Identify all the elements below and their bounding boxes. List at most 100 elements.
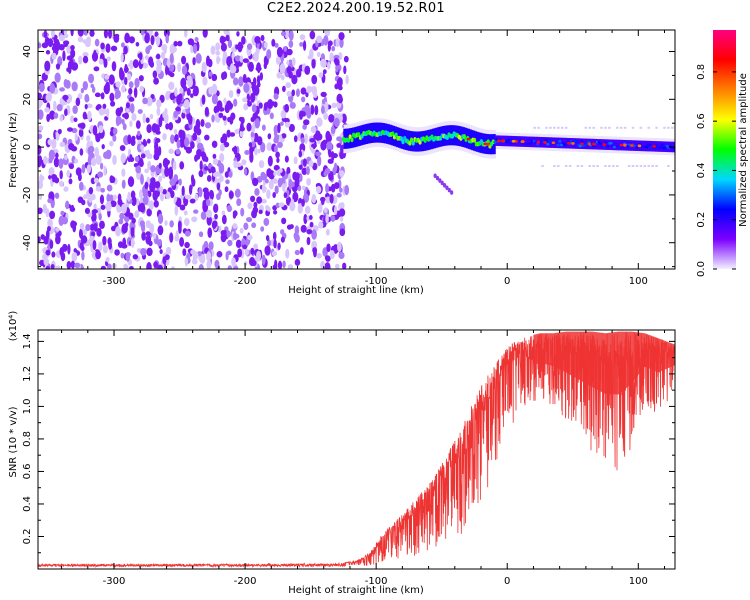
spectrogram-noise-blob [162,133,167,141]
spectrogram-noise-blob [333,117,340,128]
spectrogram-noise-blob [214,259,220,269]
spectrogram-noise-blob [315,185,322,194]
spectrogram-noise-blob [128,81,134,89]
spectrogram-noise-blob [220,233,227,243]
spectrogram-noise-blob [281,133,287,139]
spectrogram-noise-blob [84,103,88,110]
spectrogram-noise-blob [320,196,326,202]
spectrogram-noise-blob [193,85,199,97]
spectrogram-noise-blob [246,122,252,132]
spectrogram-noise-blob [80,87,85,94]
spectrogram-signal-core [621,146,625,149]
spectrogram-noise-blob [138,52,143,61]
spectrogram-noise-blob [247,202,253,210]
spectrogram-noise-blob [128,87,133,95]
spectrogram-x-tick-label: -100 [365,276,388,287]
spectrogram-noise-blob [238,116,244,122]
spectrogram-streak [433,173,437,179]
spectrogram-signal-peak [536,140,541,144]
spectrogram-noise-blob [81,250,85,261]
spectrogram-noise-blob [176,94,182,106]
spectrogram-sideband [631,126,635,129]
spectrogram-noise-blob [277,260,283,269]
spectrogram-noise-blob [183,217,190,227]
spectrogram-noise-blob [62,94,69,101]
spectrogram-noise-blob [276,157,280,163]
spectrogram-noise-blob [77,93,83,100]
spectrogram-noise-blob [73,248,78,253]
spectrogram-noise-blob [228,90,234,98]
spectrogram-noise-blob [67,243,71,255]
spectrogram-noise-blob [288,30,294,41]
spectrogram-x-tick-label: -300 [103,276,126,287]
spectrogram-noise-blob [236,198,242,207]
spectrogram-noise-blob [264,245,271,256]
spectrogram-noise-blob [66,45,72,54]
spectrogram-noise-blob [302,40,307,51]
spectrogram-noise-blob [314,105,319,116]
spectrogram-signal-core [612,145,616,149]
spectrogram-noise-blob [286,90,292,97]
spectrogram-sideband [580,165,584,168]
spectrogram-noise-blob [313,133,319,140]
spectrogram-sideband [604,126,607,129]
spectrogram-noise-blob [150,93,155,100]
spectrogram-noise-blob [273,145,278,153]
spectrogram-noise-blob [88,195,93,203]
spectrogram-noise-blob [55,63,61,70]
spectrogram-sideband [564,126,568,129]
spectrogram-noise-blob [150,35,155,46]
spectrogram-noise-blob [77,36,84,43]
spectrogram-noise-blob [275,151,280,159]
spectrogram-noise-blob [338,208,346,217]
spectrogram-noise-blob [130,238,135,248]
spectrogram-noise-blob [191,216,198,223]
spectrogram-noise-blob [303,119,310,126]
spectrogram-noise-blob [211,140,218,148]
spectrogram-noise-blob [116,116,122,125]
spectrogram-noise-blob [272,191,276,199]
spectrogram-noise-blob [241,35,246,45]
spectrogram-noise-blob [306,85,312,94]
spectrogram-noise-blob [256,136,263,146]
spectrogram-noise-blob [215,50,221,56]
spectrogram-noise-blob [157,264,163,269]
spectrogram-noise-blob [216,250,223,258]
spectrogram-noise-blob [280,229,285,235]
spectrogram-noise-blob [127,134,132,145]
spectrogram-noise-blob [306,229,313,235]
spectrogram-noise-blob [127,176,135,188]
spectrogram-noise-blob [128,36,135,44]
snr-y-ticks: 0.2 0.4 0.6 0.8 1.0 1.2 1.4 [22,333,675,570]
spectrogram-noise-blob [282,260,286,269]
spectrogram-noise-blob [40,175,45,181]
spectrogram-noise-blob [50,263,55,269]
spectrogram-noise-blob [337,77,343,86]
spectrogram-noise-blob [138,189,144,199]
spectrogram-noise-blob [184,241,190,249]
spectrogram-sideband [560,126,564,129]
colorbar-ticks: 0.0 0.2 0.4 0.6 0.8 [696,64,736,277]
snr-y-tick-label: 0.4 [22,496,33,512]
spectrogram-noise-blob [66,127,74,132]
spectrogram-noise-blob [247,234,253,241]
spectrogram-noise-blob [253,51,259,62]
spectrogram-y-axis-label: Frequency (Hz) [8,112,19,188]
spectrogram-noise-blob [298,110,304,120]
spectrogram-noise-blob [222,36,227,43]
spectrogram-noise-blob [158,116,163,128]
spectrogram-noise-blob [98,58,104,65]
spectrogram-noise-blob [228,191,234,199]
spectrogram-noise-blob [280,74,285,81]
spectrogram-noise-blob [284,30,289,39]
spectrogram-noise-blob [44,36,50,47]
spectrogram-noise-blob [155,138,161,143]
spectrogram-noise-blob [233,265,239,269]
spectrogram-noise-blob [142,113,146,124]
spectrogram-signal-cell [576,138,580,149]
spectrogram-noise-blob [310,104,315,115]
spectrogram-sideband [608,126,611,129]
spectrogram-noise-blob [210,166,216,174]
spectrogram-noise-blob [302,158,307,167]
spectrogram-signal-cell [524,136,527,147]
